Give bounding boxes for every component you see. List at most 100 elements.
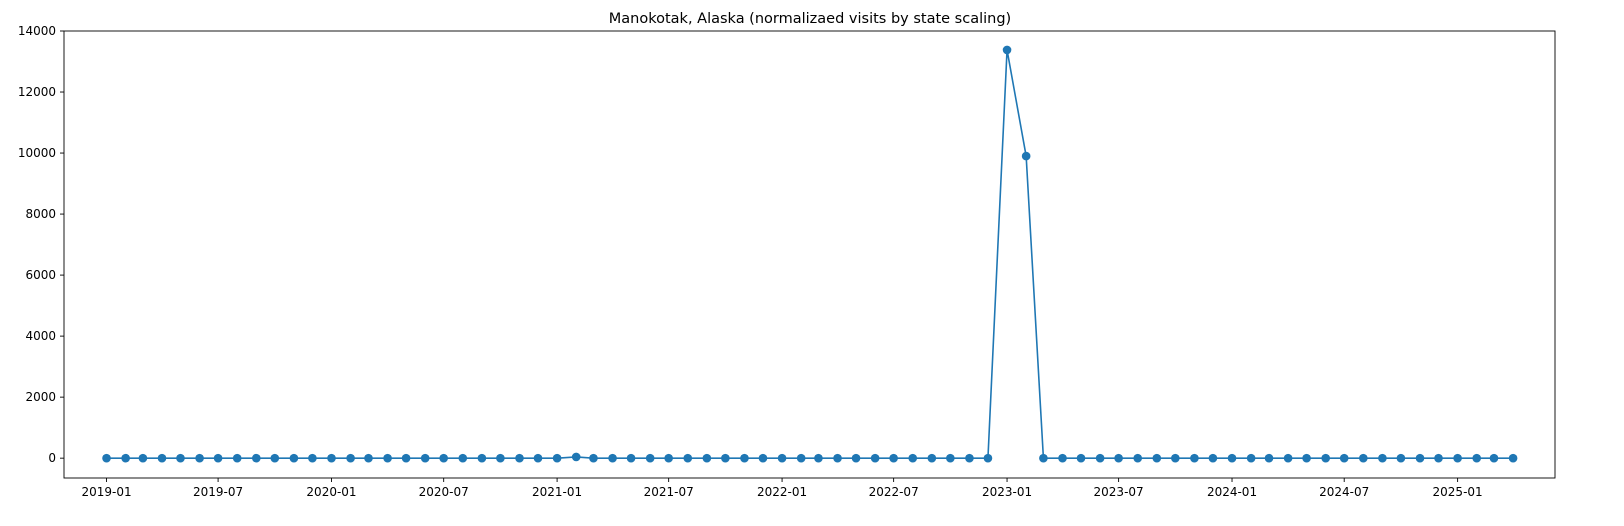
data-point [589,453,598,463]
data-point [851,453,861,463]
data-point [758,453,768,463]
y-tick-label: 10000 [18,146,56,160]
data-point [1058,453,1067,463]
y-tick-label: 2000 [25,390,56,404]
x-tick-label: 2025-01 [1433,485,1483,499]
y-tick-label: 14000 [18,24,56,38]
x-tick-label: 2020-01 [306,485,356,499]
data-point [645,453,655,463]
data-point [1002,45,1012,55]
x-tick-label: 2020-07 [419,485,469,499]
data-point [1339,453,1349,463]
data-point [308,453,317,463]
data-point [477,453,487,463]
data-point [908,453,918,463]
data-point [1508,453,1518,463]
data-point [383,453,392,463]
data-point [121,453,130,463]
data-point [1171,453,1180,463]
data-point [458,453,468,463]
chart-title: Manokotak, Alaska (normalizaed visits by… [609,11,1011,27]
y-tick-label: 4000 [25,329,56,343]
data-point [1152,453,1162,463]
data-point [946,453,955,463]
y-tick-label: 0 [48,451,56,465]
data-point [1472,453,1482,463]
data-point [327,453,336,463]
data-point [1227,453,1237,463]
data-point [702,453,712,463]
data-point [1453,453,1462,463]
x-tick-label: 2021-01 [532,485,582,499]
x-tick-label: 2019-07 [193,485,243,499]
data-point [157,453,167,463]
y-tick-label: 8000 [25,207,56,221]
data-point [1190,453,1199,463]
data-point [1133,453,1143,463]
data-point [814,453,823,463]
data-point [1489,453,1499,463]
x-tick-label: 2021-07 [644,485,694,499]
data-point [1039,453,1048,463]
data-point [927,453,937,463]
data-point [270,453,280,463]
data-point [552,453,562,463]
data-point [346,453,355,463]
y-tick-label: 12000 [18,85,56,99]
data-point [439,453,448,463]
data-point [626,453,636,463]
data-point [608,453,617,463]
data-point [571,452,581,462]
data-point [740,453,749,463]
data-point [1321,453,1331,463]
data-point [796,453,806,463]
data-point [1095,453,1105,463]
y-tick-label: 6000 [25,268,56,282]
data-point [721,453,730,463]
data-point [1359,453,1368,463]
data-point [1396,453,1406,463]
data-point [1208,453,1218,463]
data-point [496,453,505,463]
data-point [664,453,673,463]
data-point [1434,453,1443,463]
axes-frame [63,30,1556,479]
data-point [102,453,111,463]
data-point [138,453,148,463]
data-point [1415,453,1425,463]
x-tick-label: 2019-01 [81,485,131,499]
data-point [1302,453,1311,463]
data-point [515,453,524,463]
x-tick-label: 2024-07 [1319,485,1369,499]
x-tick-label: 2022-07 [869,485,919,499]
data-point [533,453,543,463]
data-point [1264,453,1274,463]
data-point [401,453,411,463]
data-point [983,453,993,463]
data-point [1283,453,1293,463]
plot-area [102,45,1518,463]
axes: 0 2000 4000 6000 8000 10000 12000 14000 2019-01 2… [18,24,1556,499]
data-point [176,453,185,463]
data-point [195,453,204,463]
data-point [965,453,974,463]
x-tick-label: 2024-01 [1207,485,1257,499]
data-point [1076,453,1086,463]
x-tick-label: 2023-01 [982,485,1032,499]
data-point [1378,453,1387,463]
data-point [1021,151,1031,161]
data-point [777,453,787,463]
data-point [833,453,842,463]
data-point [683,453,693,463]
data-point [1246,453,1256,463]
data-point [213,453,223,463]
data-point [289,453,299,463]
data-point [232,453,242,463]
data-point [889,453,898,463]
series-line [106,49,1514,459]
data-point [252,453,261,463]
data-point [420,453,430,463]
data-point [1114,453,1123,463]
data-point [870,453,880,463]
